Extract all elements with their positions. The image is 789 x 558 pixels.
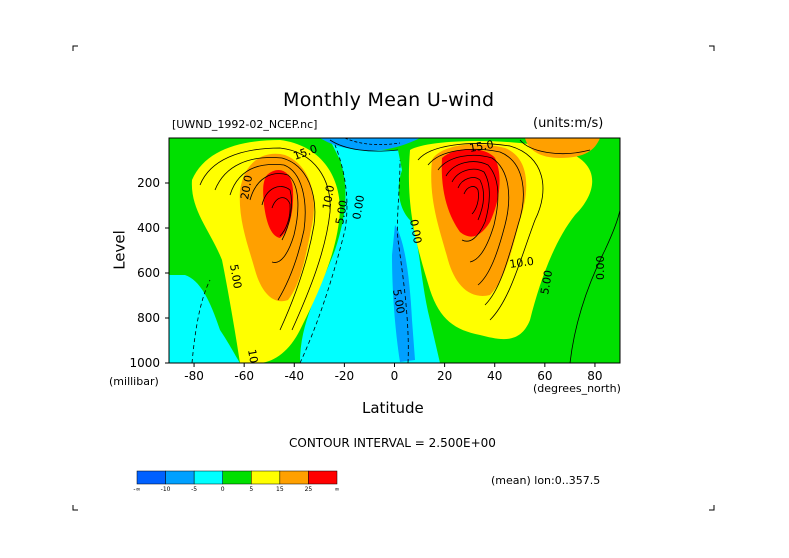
colorbar-label: -10	[161, 486, 171, 493]
dataset-label: [UWND_1992-02_NCEP.nc]	[172, 118, 318, 131]
x-tick-label: -80	[184, 369, 204, 383]
field-negative-south-pole	[169, 275, 240, 363]
y-tick-label: 200	[137, 176, 160, 190]
colorbar-label: 15	[276, 486, 284, 493]
colorbar-swatches	[136, 470, 338, 485]
contour-fields: 20.0 15.0 10.0 5.00 0.00 10.0 5.00 0.00 …	[169, 138, 620, 374]
colorbar-label: -5	[191, 486, 197, 493]
colorbar-swatch	[279, 470, 309, 485]
units-label: (units:m/s)	[533, 116, 604, 131]
contour-label: 5.00	[390, 288, 407, 314]
averaging-note: (mean) lon:0..357.5	[491, 474, 601, 487]
colorbar-label: 25	[305, 486, 313, 493]
x-tick-label: -40	[284, 369, 304, 383]
y-tick-label: 600	[137, 266, 160, 280]
contour-label: 0.00	[594, 256, 607, 281]
x-axis-label: Latitude	[362, 399, 424, 417]
x-tick-label: -60	[234, 369, 254, 383]
contour-label: 10.0	[245, 348, 262, 374]
y-axis: 200 400 600 800 1000	[129, 176, 169, 370]
colorbar-swatch	[165, 470, 195, 485]
x-tick-label: 0	[391, 369, 399, 383]
contour-label: 0.00	[350, 194, 367, 220]
colorbar-swatch	[308, 470, 338, 485]
y-tick-label: 800	[137, 311, 160, 325]
field-north-stratosphere	[525, 138, 600, 158]
y-tick-label: 1000	[129, 356, 160, 370]
contour-interval-label: CONTOUR INTERVAL = 2.500E+00	[289, 436, 496, 450]
x-axis: -80 -60 -40 -20 0 20 40 60 80	[184, 363, 603, 383]
colorbar-swatch	[136, 470, 166, 485]
contour-label-group: 20.0 15.0 10.0 5.00 0.00 10.0 5.00 0.00 …	[227, 138, 607, 374]
contour-label: 5.00	[333, 199, 350, 225]
contour-label: 0.00	[407, 218, 424, 244]
colorbar-label: -∞	[133, 486, 140, 493]
colorbar-labels: -∞ -10 -5 0 5 15 25 ∞	[133, 486, 339, 493]
x-axis-unit: (degrees_north)	[533, 382, 621, 395]
x-tick-label: 60	[537, 369, 552, 383]
contour-label: 10.0	[320, 184, 337, 210]
field-north-jet-core	[441, 149, 500, 237]
chart-title: Monthly Mean U-wind	[283, 89, 495, 111]
colorbar-swatch	[193, 470, 223, 485]
colorbar-label: 0	[221, 486, 225, 493]
x-tick-label: 80	[587, 369, 602, 383]
contour-label: 5.00	[227, 263, 244, 289]
x-tick-label: -20	[335, 369, 355, 383]
contour-lines	[191, 138, 620, 363]
colorbar-label: 5	[249, 486, 253, 493]
contour-label: 10.0	[509, 255, 535, 271]
contour-label: 5.00	[538, 269, 555, 295]
colorbar-swatch	[251, 470, 281, 485]
y-axis-unit: (millibar)	[109, 375, 159, 388]
field-strong-negative-tropics	[392, 225, 415, 362]
y-tick-label: 400	[137, 221, 160, 235]
contour-label: 15.0	[468, 138, 494, 155]
colorbar-label: ∞	[335, 486, 340, 493]
contour-label: 20.0	[238, 174, 255, 200]
x-tick-label: 20	[437, 369, 452, 383]
colorbar-swatch	[222, 470, 252, 485]
x-tick-label: 40	[487, 369, 502, 383]
